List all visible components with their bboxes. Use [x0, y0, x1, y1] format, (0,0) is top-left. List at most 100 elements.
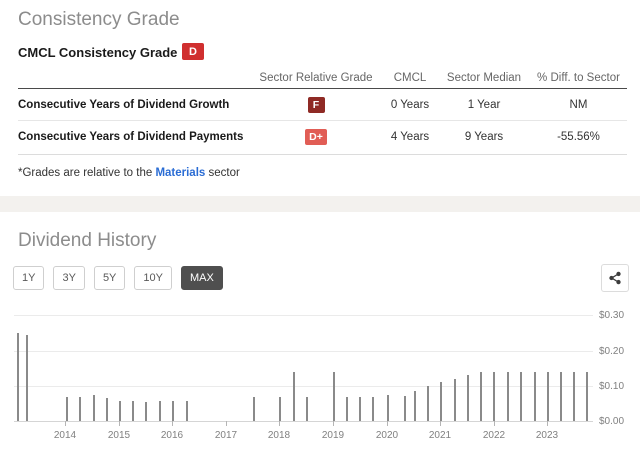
table-header-row: Sector Relative Grade CMCL Sector Median… [18, 68, 627, 89]
header-sector-median: Sector Median [446, 72, 522, 84]
x-axis-tick [226, 421, 227, 426]
x-axis-label: 2015 [107, 430, 131, 441]
dividend-bar[interactable] [440, 382, 442, 421]
dividend-bar[interactable] [132, 401, 134, 421]
dividend-bar[interactable] [560, 372, 562, 421]
dividend-bar[interactable] [279, 397, 281, 421]
x-axis-label: 2022 [482, 430, 506, 441]
y-axis-label: $0.00 [599, 416, 625, 427]
dividend-bar[interactable] [66, 397, 68, 421]
cell-cmcl-value: 4 Years [390, 131, 430, 143]
chart-gridline [14, 386, 593, 387]
header-cmcl: CMCL [393, 72, 427, 84]
range-button-group: 1Y 3Y 5Y 10Y MAX [13, 266, 223, 290]
y-axis-label: $0.10 [599, 381, 625, 392]
row-label-dividend-payments: Consecutive Years of Dividend Payments [18, 131, 244, 143]
dividend-bar[interactable] [145, 402, 147, 421]
dividend-bar[interactable] [404, 396, 406, 421]
x-axis-label: 2020 [375, 430, 399, 441]
header-sector-relative-grade: Sector Relative Grade [259, 72, 373, 84]
dividend-bar[interactable] [414, 391, 416, 421]
x-axis-label: 2014 [53, 430, 77, 441]
dividend-bar[interactable] [520, 372, 522, 421]
dividend-bar[interactable] [387, 395, 389, 421]
overall-grade-badge[interactable]: D [182, 43, 204, 60]
share-button[interactable] [601, 264, 629, 292]
x-axis-label: 2023 [535, 430, 559, 441]
range-button-max[interactable]: MAX [180, 266, 223, 290]
dividend-bar[interactable] [493, 372, 495, 421]
dividend-bar[interactable] [573, 372, 575, 421]
dividend-bar[interactable] [106, 398, 108, 421]
dividend-bar[interactable] [454, 379, 456, 421]
dividend-history-chart: $0.00 $0.10 $0.20 $0.30 2014 2015 2016 2017 2018… [0, 300, 640, 450]
footnote-suffix: sector [205, 167, 240, 179]
x-axis-label: 2021 [428, 430, 452, 441]
dividend-bar[interactable] [333, 372, 335, 421]
x-axis-label: 2017 [214, 430, 238, 441]
section-divider-band [0, 196, 640, 212]
consistency-grade-title: Consistency Grade [18, 9, 180, 30]
dividend-bar[interactable] [507, 372, 509, 421]
x-axis-tick [547, 421, 548, 426]
x-axis-tick [119, 421, 120, 426]
x-axis-label: 2016 [160, 430, 184, 441]
dividend-bar[interactable] [172, 401, 174, 421]
dividend-bar[interactable] [534, 372, 536, 421]
x-axis-tick [65, 421, 66, 426]
cell-diff-value: -55.56% [557, 131, 600, 143]
footnote-prefix: *Grades are relative to the [18, 167, 156, 179]
share-icon [608, 271, 622, 285]
dividend-bar[interactable] [79, 397, 81, 421]
materials-sector-link[interactable]: Materials [155, 167, 206, 179]
dividend-bar[interactable] [186, 401, 188, 421]
dividend-bar[interactable] [17, 333, 19, 421]
grades-footnote: *Grades are relative to the Materials se… [18, 167, 240, 179]
range-button-3y[interactable]: 3Y [53, 266, 85, 290]
dividend-bar[interactable] [427, 386, 429, 421]
x-axis-tick [387, 421, 388, 426]
y-axis-label: $0.30 [599, 310, 625, 321]
dividend-bar[interactable] [346, 397, 348, 421]
chart-gridline [14, 421, 593, 422]
cell-sector-median-value: 1 Year [467, 98, 501, 111]
x-axis-tick [172, 421, 173, 426]
x-axis-tick [494, 421, 495, 426]
cell-diff-value: NM [569, 98, 588, 111]
grade-badge-f[interactable]: F [307, 96, 325, 113]
dividend-bar[interactable] [306, 397, 308, 421]
dividend-bar[interactable] [159, 401, 161, 421]
table-row: Consecutive Years of Dividend Payments D… [18, 121, 627, 153]
chart-gridline [14, 315, 593, 316]
range-button-1y[interactable]: 1Y [13, 266, 45, 290]
dividend-history-title: Dividend History [18, 230, 157, 251]
dividend-bar[interactable] [119, 401, 121, 421]
x-axis-label: 2019 [321, 430, 345, 441]
cell-cmcl-value: 0 Years [390, 98, 430, 111]
dividend-bar[interactable] [359, 397, 361, 421]
range-button-5y[interactable]: 5Y [93, 266, 126, 290]
dividend-bar[interactable] [253, 397, 255, 421]
row-label-dividend-growth: Consecutive Years of Dividend Growth [18, 98, 230, 111]
chart-gridline [14, 351, 593, 352]
range-button-10y[interactable]: 10Y [134, 266, 172, 290]
x-axis-tick [333, 421, 334, 426]
dividend-bar[interactable] [547, 372, 549, 421]
dividend-bar[interactable] [480, 372, 482, 421]
dividend-bar[interactable] [372, 397, 374, 421]
dividend-bar[interactable] [93, 395, 95, 421]
header-diff-to-sector: % Diff. to Sector [537, 72, 620, 84]
dividend-bar[interactable] [26, 335, 28, 421]
table-bottom-divider [18, 154, 627, 155]
consistency-grade-table: Sector Relative Grade CMCL Sector Median… [18, 68, 627, 153]
x-axis-tick [279, 421, 280, 426]
dividend-bar[interactable] [293, 372, 295, 421]
dividend-bar[interactable] [586, 372, 588, 421]
grade-badge-d-plus[interactable]: D+ [305, 129, 327, 145]
ticker-grade-label: CMCL Consistency Grade [18, 44, 178, 60]
dividend-bar[interactable] [467, 375, 469, 421]
cell-sector-median-value: 9 Years [464, 131, 504, 143]
y-axis-label: $0.20 [599, 346, 625, 357]
x-axis-tick [440, 421, 441, 426]
